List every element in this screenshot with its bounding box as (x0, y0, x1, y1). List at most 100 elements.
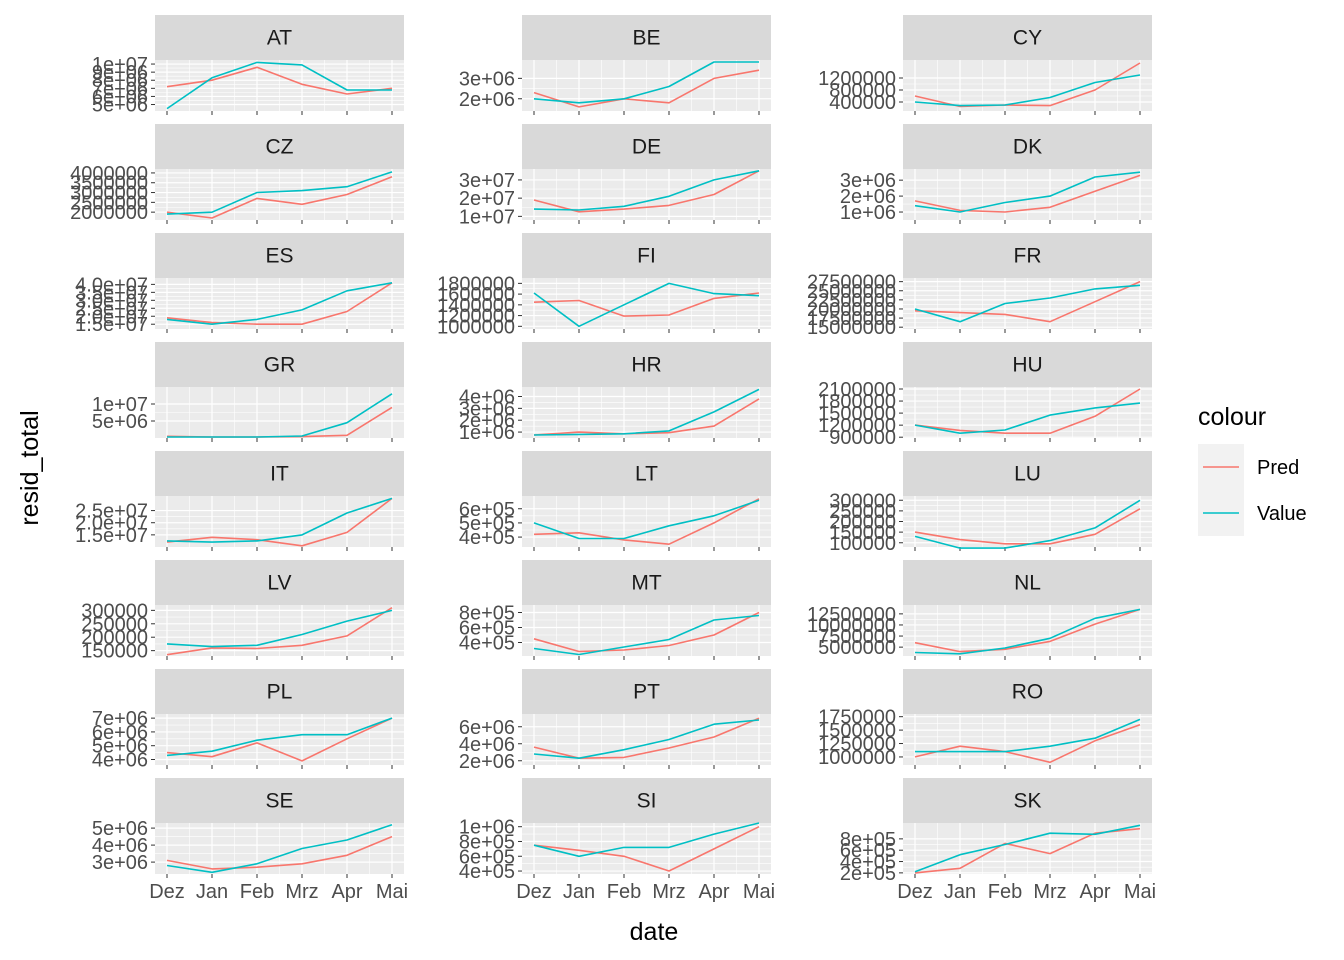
y-tick-label: 3500000 (70, 173, 148, 195)
y-tick-label: 2.5e+07 (75, 298, 148, 320)
strip-ro (903, 669, 1152, 714)
series-line-pred-pt (533, 717, 760, 760)
series-line-pred-se (166, 835, 393, 870)
y-tick-label: 1750000 (818, 707, 896, 729)
y-tick-label: 2100000 (818, 379, 896, 401)
y-tick-label: 1200000 (818, 68, 896, 90)
x-axis-labels: Dez Jan Feb Mrz Apr Mai Dez Jan Feb Mrz Apr Mai Dez J… (149, 881, 1156, 903)
strip-lv (155, 560, 404, 605)
y-tick-label: 3.5e+07 (75, 282, 148, 304)
y-tick-label: 8e+06 (92, 70, 148, 92)
x-tick-label: Apr (1079, 881, 1110, 903)
y-tick-label: 8e+05 (459, 603, 515, 625)
strip-pt (522, 669, 771, 714)
strip-es (155, 233, 404, 278)
y-tick-label: 1e+06 (840, 202, 896, 224)
y-tick-label: 7e+06 (92, 708, 148, 730)
series-line-pred-si (533, 825, 760, 872)
y-tick-label: 6e+05 (459, 618, 515, 640)
y-tick-label: 15000000 (807, 317, 896, 339)
y-tick-label: 900000 (829, 427, 896, 449)
y-tick-label: 17500000 (807, 308, 896, 330)
y-tick-label: 3e+07 (459, 170, 515, 192)
strip-hu (903, 342, 1152, 387)
y-tick-label: 3e+06 (840, 170, 896, 192)
strip-label: LU (1014, 463, 1041, 486)
y-tick-label: 2e+06 (840, 186, 896, 208)
strip-label: DK (1013, 136, 1042, 159)
y-tick-label: 1e+06 (459, 422, 515, 444)
series-line-value-ro (915, 718, 1141, 753)
strip-dk (903, 124, 1152, 169)
y-tick-label: 1800000 (437, 273, 515, 295)
y-tick-label: 22500000 (807, 290, 896, 312)
series-line-value-hu (914, 402, 1141, 435)
panel-it: IT 1.5e+072.0e+072.5e+07 (75, 451, 404, 551)
y-tick-label: 3e+06 (92, 852, 148, 874)
series-line-value-cy (914, 74, 1141, 107)
strip-label: HU (1012, 354, 1042, 377)
legend-label-value: Value (1257, 503, 1307, 525)
strip-label: LT (635, 463, 658, 486)
y-tick-label: 7500000 (818, 626, 896, 648)
x-tick-label: Feb (988, 881, 1022, 903)
y-tick-label: 5e+06 (92, 411, 148, 433)
y-tick-label: 800000 (829, 80, 896, 102)
y-tick-label: 1e+07 (92, 394, 148, 416)
x-tick-label: Jan (196, 881, 228, 903)
y-tick-label: 6e+05 (459, 846, 515, 868)
series-line-value-se (166, 823, 393, 874)
x-tick-label: Mai (1124, 881, 1156, 903)
x-tick-label: Mrz (1033, 881, 1066, 903)
y-tick-label: 2.0e+07 (75, 513, 148, 535)
y-tick-label: 1000000 (818, 747, 896, 769)
series-line-value-pt (533, 719, 760, 760)
series-line-pred-at (166, 66, 393, 95)
y-tick-label: 4000000 (70, 163, 148, 185)
y-tick-label: 3.0e+07 (75, 290, 148, 312)
y-tick-label: 4e+06 (92, 835, 148, 857)
y-tick-label: 1200000 (437, 306, 515, 328)
series-line-value-pl (166, 717, 393, 757)
y-tick-label: 2.0e+07 (75, 306, 148, 328)
series-line-value-mt (533, 614, 760, 656)
y-tick-label: 250000 (81, 614, 148, 636)
y-tick-label: 3e+06 (459, 398, 515, 420)
y-tick-label: 1.5e+07 (75, 314, 148, 336)
x-tick-label: Mai (376, 881, 408, 903)
strip-mt (522, 560, 771, 605)
series-line-pred-hr (533, 398, 760, 436)
x-tick-label: Dez (516, 881, 552, 903)
panel-es: ES 1.5e+072.0e+072.5e+073.0e+073.5e+074.0… (75, 233, 404, 336)
series-line-pred-ro (914, 723, 1141, 764)
y-tick-label: 9e+06 (92, 62, 148, 84)
strip-si (522, 778, 771, 823)
series-line-value-fi (533, 282, 760, 328)
strip-label: SK (1013, 790, 1041, 813)
strip-label: IT (270, 463, 289, 486)
strip-label: GR (264, 354, 296, 377)
y-tick-label: 150000 (81, 641, 148, 663)
strip-label: FI (637, 245, 656, 268)
y-tick-label: 3e+06 (459, 68, 515, 90)
y-tick-label: 4e+06 (92, 749, 148, 771)
series-line-value-gr (167, 393, 393, 438)
series-line-value-si (533, 822, 760, 858)
y-tick-label: 300000 (81, 600, 148, 622)
strip-label: FR (1014, 245, 1042, 268)
x-tick-label: Apr (698, 881, 729, 903)
y-tick-label: 1500000 (818, 720, 896, 742)
x-tick-label: Jan (563, 881, 595, 903)
strip-label: CZ (266, 136, 294, 159)
y-tick-label: 5e+06 (92, 736, 148, 758)
x-tick-label: Mai (743, 881, 775, 903)
